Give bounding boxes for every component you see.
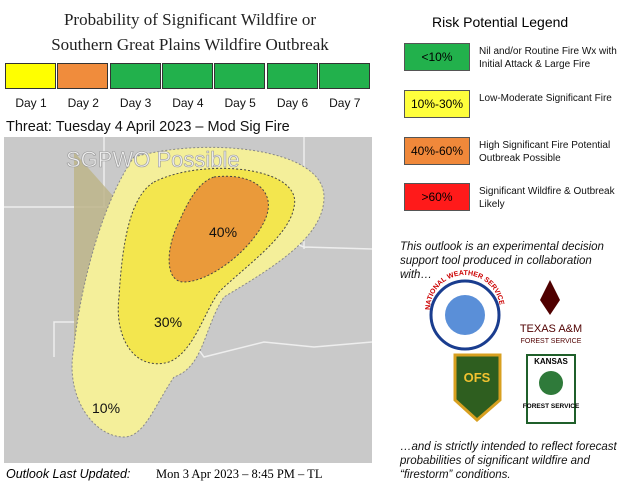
title-line: Probability of Significant Wildfire or <box>63 10 317 29</box>
forty-percent-area <box>168 175 269 283</box>
legend-swatch: 40%-60% <box>404 137 470 165</box>
day-label: Day 5 <box>224 96 256 110</box>
kfs-text: FOREST SERVICE <box>523 403 580 410</box>
day-box <box>266 63 318 89</box>
contour-label: 30% <box>154 314 182 330</box>
day-label: Day 6 <box>276 96 309 110</box>
day-label: Day 3 <box>119 96 152 110</box>
legend-swatch: <10% <box>404 43 470 71</box>
legend-text: Low-Moderate Significant Fire <box>479 93 612 104</box>
closing-note: …and is strictly intended to reflect for… <box>400 441 617 481</box>
day-label: Day 2 <box>67 96 99 110</box>
tamu-text: FOREST SERVICE <box>521 338 582 345</box>
legend-text: High Significant Fire Potential Outbreak… <box>479 140 611 164</box>
tamu-text: TEXAS A&M <box>520 323 582 335</box>
ofs-logo <box>453 353 502 423</box>
note: This outlook is an experimental decision… <box>400 241 604 281</box>
footer-updated: Mon 3 Apr 2023 – 8:45 PM – TL <box>156 467 323 481</box>
contour-label: 10% <box>92 400 120 416</box>
day-box <box>214 63 266 89</box>
footer-label: Outlook Last Updated: <box>6 467 131 481</box>
day-label: Day 4 <box>172 96 204 110</box>
threat: Threat: Tuesday 4 April 2023 – Mod Sig F… <box>6 119 290 135</box>
ofs-text: OFS <box>464 370 491 385</box>
logos: NATIONAL WEATHER SERVICE TEXAS A&M FORES… <box>425 270 582 424</box>
day-box <box>5 63 56 89</box>
tamu-star <box>540 280 560 315</box>
legend-title: Risk Potential Legend <box>432 14 569 30</box>
day-box <box>57 63 109 89</box>
day-box <box>109 63 161 89</box>
day-label: Day 7 <box>329 96 361 110</box>
kfs-tree <box>539 371 563 395</box>
kfs-text: KANSAS <box>534 357 568 366</box>
legend-swatch: >60% <box>404 183 470 211</box>
day-box <box>318 63 370 89</box>
legend-text: Nil and/or Routine Fire Wx with Initial … <box>479 46 617 70</box>
day-box <box>161 63 213 89</box>
contour-label: 40% <box>209 224 237 240</box>
map: SGPWO Possible 40% 30% 10% <box>4 137 372 463</box>
legend-swatch: 10%-30% <box>404 90 470 118</box>
day-label: Day 1 <box>15 96 47 110</box>
nws-logo-inner <box>445 295 485 335</box>
title-line: Southern Great Plains Wildfire Outbreak <box>51 35 329 54</box>
legend-text: Significant Wildfire & Outbreak Likely <box>479 186 615 210</box>
overlay-label: SGPWO Possible <box>66 147 240 172</box>
